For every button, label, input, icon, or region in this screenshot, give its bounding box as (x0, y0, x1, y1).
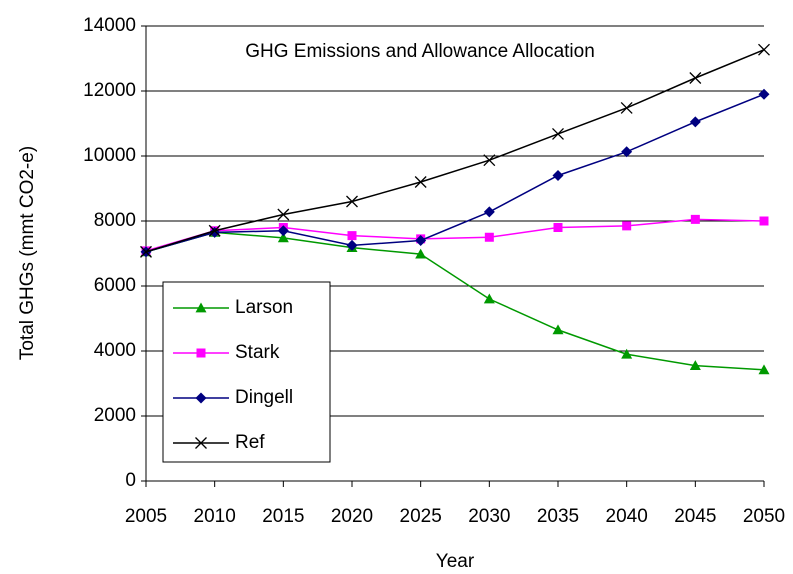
marker (553, 223, 563, 232)
marker (758, 88, 770, 100)
marker (622, 221, 632, 231)
marker (758, 364, 770, 375)
marker (689, 360, 701, 371)
legend-label: Ref (235, 432, 265, 453)
marker (140, 245, 152, 258)
y-tick-label: 0 (125, 470, 136, 491)
marker (483, 293, 495, 304)
legend-label: Larson (235, 297, 293, 318)
marker (347, 231, 357, 241)
y-tick-label: 12000 (83, 80, 136, 101)
x-tick-label: 2005 (125, 506, 167, 527)
marker (415, 235, 427, 246)
series-line (145, 218, 765, 252)
marker (277, 208, 290, 221)
marker (208, 224, 221, 237)
x-tick-label: 2010 (194, 506, 236, 527)
x-axis-label: Year (436, 551, 475, 572)
x-tick-label: 2015 (262, 506, 304, 527)
y-tick-label: 6000 (94, 275, 136, 296)
marker (277, 232, 289, 243)
marker (483, 154, 496, 167)
y-tick-label: 8000 (94, 210, 136, 231)
legend-label: Stark (235, 342, 280, 363)
legend-label: Dingell (235, 387, 293, 408)
x-tick-label: 2020 (331, 506, 373, 527)
marker (621, 348, 633, 359)
x-tick-label: 2030 (468, 506, 510, 527)
marker (552, 127, 564, 140)
chart-title: GHG Emissions and Allowance Allocation (245, 41, 595, 62)
marker (483, 206, 495, 218)
marker (195, 302, 207, 313)
marker (552, 324, 564, 335)
series-line (145, 93, 765, 253)
y-axis-label: Total GHGs (mmt CO2-e) (17, 146, 38, 360)
marker (690, 214, 700, 224)
marker (689, 116, 701, 128)
x-tick-label: 2035 (537, 506, 579, 527)
marker (277, 225, 289, 237)
marker (620, 101, 633, 114)
marker (195, 437, 207, 449)
x-tick-label: 2025 (400, 506, 442, 527)
marker (759, 216, 769, 226)
legend-box (162, 281, 331, 463)
marker (415, 248, 427, 259)
x-tick-label: 2040 (606, 506, 648, 527)
marker (484, 232, 494, 242)
y-tick-label: 4000 (94, 340, 136, 361)
marker (195, 392, 207, 404)
marker (552, 170, 564, 181)
marker (346, 239, 358, 251)
x-tick-label: 2050 (743, 506, 785, 527)
marker (758, 43, 770, 56)
y-tick-label: 2000 (94, 405, 136, 426)
x-tick-label: 2045 (674, 506, 716, 527)
marker (196, 348, 206, 358)
series-line (145, 231, 765, 371)
marker (689, 72, 702, 84)
series-line (145, 49, 765, 253)
y-tick-label: 14000 (83, 15, 136, 36)
marker (414, 176, 427, 188)
marker (346, 195, 358, 208)
y-tick-label: 10000 (83, 145, 136, 166)
marker (621, 146, 633, 158)
